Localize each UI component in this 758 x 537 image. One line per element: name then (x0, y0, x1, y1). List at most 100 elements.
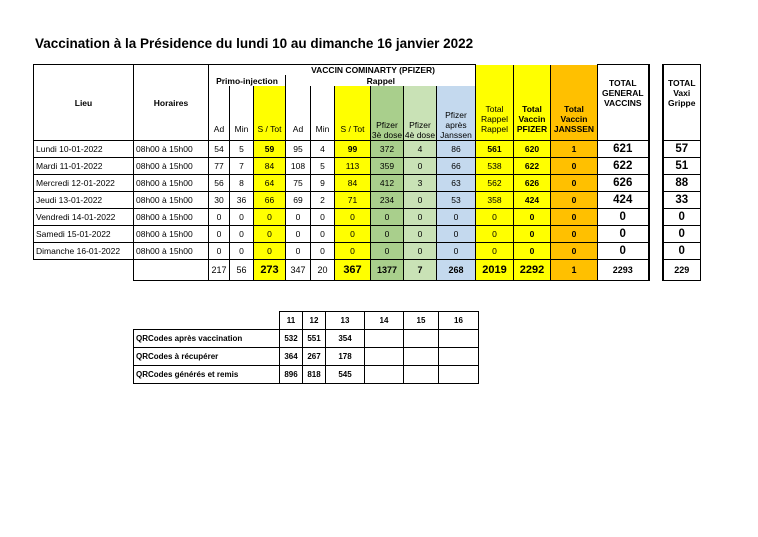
total-general-value: 2293 (597, 259, 649, 281)
qr-value: 532 (279, 329, 303, 348)
qr-value: 267 (302, 347, 326, 366)
cell-lieu: Lundi 10-01-2022 (33, 140, 134, 158)
table-row: Vendredi 14-01-2022 08h00 à 15h00 0 0 0 0 0 0 0 0… (33, 208, 701, 226)
cell-value: 108 (285, 157, 311, 175)
cell-value: 0 (229, 225, 254, 243)
cell-value: 0 (334, 208, 371, 226)
cell-total-grippe: 0 (662, 242, 701, 260)
cell-horaires: 08h00 à 15h00 (133, 208, 209, 226)
cell-value: 5 (229, 140, 254, 158)
cell-value: 0 (370, 242, 404, 260)
total-value: 7 (403, 259, 437, 281)
cell-value: 0 (208, 225, 230, 243)
cell-value: 0 (285, 208, 311, 226)
totals-row: 217 56 273 347 20 367 1377 7 268 2019 2292 1 2293 229 (33, 259, 701, 281)
cell-total-grippe: 57 (662, 140, 701, 158)
cell-lieu: Dimanche 16-01-2022 (33, 242, 134, 260)
cell-value: 113 (334, 157, 371, 175)
cell-value: 75 (285, 174, 311, 192)
table-row: Jeudi 13-01-2022 08h00 à 15h00 30 36 66 69 2 71… (33, 191, 701, 209)
header-col: Min (229, 86, 254, 141)
cell-lieu: Mercredi 12-01-2022 (33, 174, 134, 192)
cell-value: 99 (334, 140, 371, 158)
cell-value: 412 (370, 174, 404, 192)
table-row: Samedi 15-01-2022 08h00 à 15h00 0 0 0 0 0 0 0 0 0 0… (33, 225, 701, 243)
cell-horaires: 08h00 à 15h00 (133, 174, 209, 192)
total-value: 2292 (513, 259, 551, 281)
cell-value: 66 (253, 191, 286, 209)
cell-horaires: 08h00 à 15h00 (133, 242, 209, 260)
total-value: 217 (208, 259, 230, 281)
cell-value: 4 (403, 140, 437, 158)
cell-value: 0 (403, 208, 437, 226)
cell-value: 372 (370, 140, 404, 158)
cell-total-general: 626 (597, 174, 649, 192)
cell-value: 4 (310, 140, 335, 158)
header-total-general: TOTAL GENERAL VACCINS (597, 64, 649, 141)
cell-total-general: 0 (597, 225, 649, 243)
total-value: 1 (550, 259, 598, 281)
qr-value: 178 (325, 347, 365, 366)
header-col: Total Vaccin JANSSEN (550, 64, 598, 141)
cell-value: 2 (310, 191, 335, 209)
qr-row: QRCodes à récupérer 364 267 178 (133, 347, 479, 366)
qr-value (364, 365, 404, 384)
cell-value: 0 (208, 242, 230, 260)
cell-horaires: 08h00 à 15h00 (133, 191, 209, 209)
page-title: Vaccination à la Présidence du lundi 10 … (35, 36, 474, 51)
cell-value: 359 (370, 157, 404, 175)
header-col: S / Tot (334, 86, 371, 141)
cell-value: 0 (208, 208, 230, 226)
cell-value: 0 (285, 225, 311, 243)
qr-value: 354 (325, 329, 365, 348)
total-value: 367 (334, 259, 371, 281)
cell-value: 0 (513, 208, 551, 226)
cell-lieu: Mardi 11-01-2022 (33, 157, 134, 175)
qr-value (364, 347, 404, 366)
total-grippe-value: 229 (662, 259, 701, 281)
cell-value: 0 (513, 225, 551, 243)
table-row: Mercredi 12-01-2022 08h00 à 15h00 56 8 64 75 9… (33, 174, 701, 192)
cell-value: 5 (310, 157, 335, 175)
cell-total-grippe: 0 (662, 225, 701, 243)
cell-total-grippe: 88 (662, 174, 701, 192)
cell-value: 95 (285, 140, 311, 158)
cell-value: 0 (334, 225, 371, 243)
header-col: S / Tot (253, 86, 286, 141)
cell-value: 86 (436, 140, 476, 158)
cell-total-grippe: 51 (662, 157, 701, 175)
cell-value: 424 (513, 191, 551, 209)
qrcodes-table: 11 12 13 14 15 16 QRCodes après vaccination 532… (133, 311, 479, 384)
cell-total-general: 0 (597, 242, 649, 260)
cell-value: 0 (403, 242, 437, 260)
header-col: Total Rappel Rappel (475, 64, 514, 141)
qr-day-header: 16 (438, 311, 479, 330)
qr-value: 545 (325, 365, 365, 384)
cell-value: 0 (550, 242, 598, 260)
cell-value: 64 (253, 174, 286, 192)
cell-value: 0 (403, 225, 437, 243)
cell-total-general: 424 (597, 191, 649, 209)
total-value: 347 (285, 259, 311, 281)
cell-value: 0 (475, 208, 514, 226)
cell-value: 0 (253, 242, 286, 260)
cell-value: 0 (436, 225, 476, 243)
cell-value: 0 (513, 242, 551, 260)
cell-value: 0 (285, 242, 311, 260)
cell-value: 0 (403, 191, 437, 209)
cell-value: 0 (550, 191, 598, 209)
qr-value (438, 365, 479, 384)
cell-value: 54 (208, 140, 230, 158)
qr-value (438, 329, 479, 348)
header-primo: Primo-injection (208, 75, 286, 86)
cell-value: 561 (475, 140, 514, 158)
cell-value: 59 (253, 140, 286, 158)
cell-value: 0 (475, 225, 514, 243)
qr-value: 364 (279, 347, 303, 366)
cell-value: 0 (550, 225, 598, 243)
cell-value: 0 (334, 242, 371, 260)
cell-value: 0 (436, 208, 476, 226)
cell-horaires: 08h00 à 15h00 (133, 157, 209, 175)
total-value: 56 (229, 259, 254, 281)
cell-value: 0 (229, 208, 254, 226)
